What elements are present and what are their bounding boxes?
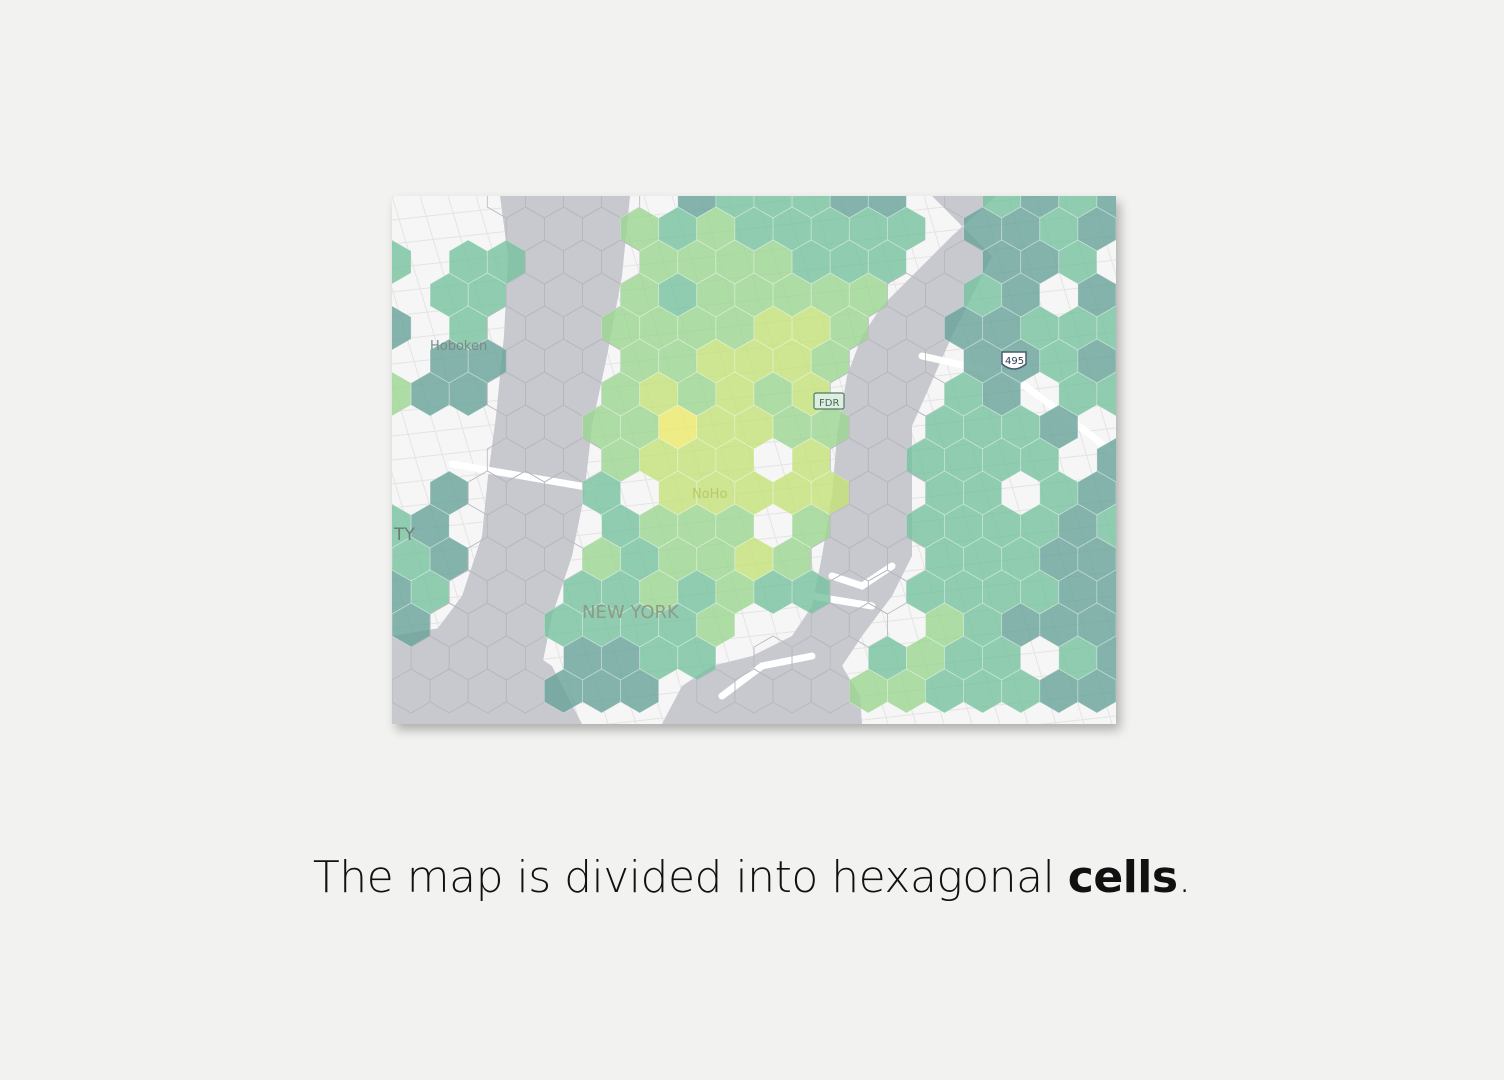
harbor [392,626,582,724]
map-label-city-fragment: TY [393,525,415,545]
east-river [662,196,996,724]
hex-cell [620,668,660,714]
caption-suffix: . [1177,852,1192,903]
road-tunnel-west [448,460,596,492]
hex-cell [392,239,412,285]
hex-cell-layer [392,196,1116,714]
hex-cell [1077,668,1116,714]
fdr-label: FDR [819,398,839,409]
map-label-hoboken: Hoboken [430,339,487,354]
map-label-new-york: NEW YORK [582,602,680,623]
road-bridge-south [718,652,816,700]
hex-cell [1096,371,1116,417]
fdr-shield: FDR [813,392,845,410]
hex-cell [392,305,412,351]
hex-map[interactable]: Hoboken TY NoHo NEW YORK FDR 495 [392,196,1116,724]
caption-emphasis: cells [1067,852,1178,903]
caption: The map is divided into hexagonal cells. [0,852,1504,903]
interstate-495-label: 495 [1005,356,1024,367]
interstate-495-shield: 495 [1001,351,1027,370]
caption-text: The map is divided into hexagonal [312,852,1068,903]
map-label-noho: NoHo [692,487,727,502]
hudson-river [392,196,630,724]
street-line [1035,196,1116,462]
map-canvas: Hoboken TY NoHo NEW YORK FDR 495 [392,196,1116,724]
